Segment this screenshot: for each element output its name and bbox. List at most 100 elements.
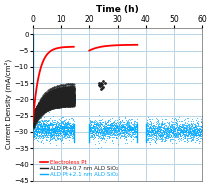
Point: [48, 91, 51, 94]
Point: [40, 108, 43, 111]
Point: [70, 87, 73, 90]
Point: [65, 99, 68, 102]
Point: [46, 103, 49, 106]
Point: [39, 103, 42, 106]
Point: [53, 98, 56, 101]
Point: [69, 103, 72, 106]
Point: [37, 107, 40, 110]
Point: [56, 97, 60, 100]
Point: [39, 109, 42, 112]
Point: [36, 110, 39, 113]
Point: [60, 99, 64, 102]
Point: [47, 101, 50, 104]
Point: [70, 88, 73, 91]
Point: [69, 97, 73, 100]
Point: [50, 91, 53, 94]
Point: [34, 111, 38, 114]
Point: [38, 107, 42, 110]
Point: [59, 98, 62, 101]
Point: [31, 112, 35, 115]
Point: [51, 95, 54, 98]
Point: [64, 96, 68, 99]
Point: [37, 110, 40, 113]
Point: [57, 102, 60, 105]
Point: [64, 88, 67, 91]
Point: [33, 124, 36, 127]
Point: [51, 97, 55, 100]
Point: [68, 104, 71, 107]
Point: [49, 107, 52, 110]
Point: [56, 94, 60, 97]
Point: [62, 94, 65, 98]
Point: [63, 99, 67, 102]
Point: [51, 100, 54, 103]
Point: [40, 103, 43, 106]
Point: [42, 101, 46, 104]
Point: [47, 94, 50, 97]
Point: [49, 99, 52, 102]
Point: [64, 85, 67, 88]
Point: [37, 106, 40, 109]
Point: [49, 99, 52, 102]
Point: [53, 106, 56, 109]
Point: [36, 104, 40, 107]
Point: [33, 119, 36, 122]
Point: [67, 93, 70, 96]
Point: [58, 96, 62, 99]
Point: [31, 115, 35, 119]
Point: [67, 88, 71, 91]
Point: [52, 100, 56, 103]
Point: [41, 106, 45, 109]
Point: [71, 95, 75, 98]
Point: [58, 98, 61, 101]
Point: [49, 99, 53, 102]
Point: [53, 101, 57, 104]
Point: [56, 96, 59, 99]
Point: [56, 92, 59, 95]
Point: [67, 91, 70, 94]
Point: [35, 110, 38, 113]
Point: [50, 95, 53, 98]
Point: [64, 104, 68, 107]
Point: [57, 102, 60, 105]
Point: [48, 100, 51, 103]
Point: [69, 96, 73, 99]
Point: [70, 98, 73, 101]
Point: [48, 103, 51, 106]
Point: [51, 100, 54, 103]
Point: [39, 107, 42, 110]
Point: [35, 113, 38, 116]
Point: [37, 105, 40, 108]
Point: [44, 107, 47, 110]
Point: [47, 96, 50, 99]
Point: [67, 98, 70, 101]
Point: [54, 98, 57, 101]
Point: [68, 94, 71, 97]
Point: [36, 116, 39, 119]
Point: [69, 101, 72, 104]
Point: [45, 102, 49, 105]
Point: [58, 100, 62, 103]
Point: [58, 89, 61, 92]
Point: [49, 92, 53, 95]
Point: [62, 100, 65, 103]
Point: [70, 95, 73, 98]
Point: [42, 106, 45, 109]
Point: [31, 118, 35, 121]
Point: [44, 101, 47, 104]
Point: [64, 98, 68, 101]
Point: [36, 112, 40, 115]
Point: [49, 97, 53, 100]
Point: [43, 107, 46, 110]
Point: [69, 102, 73, 105]
Point: [35, 110, 38, 113]
Point: [58, 100, 62, 103]
Point: [31, 114, 35, 117]
Point: [64, 105, 68, 108]
Point: [56, 94, 60, 97]
Point: [51, 106, 55, 109]
Point: [45, 105, 49, 108]
Point: [31, 116, 35, 119]
Point: [67, 102, 70, 105]
Point: [56, 90, 60, 93]
